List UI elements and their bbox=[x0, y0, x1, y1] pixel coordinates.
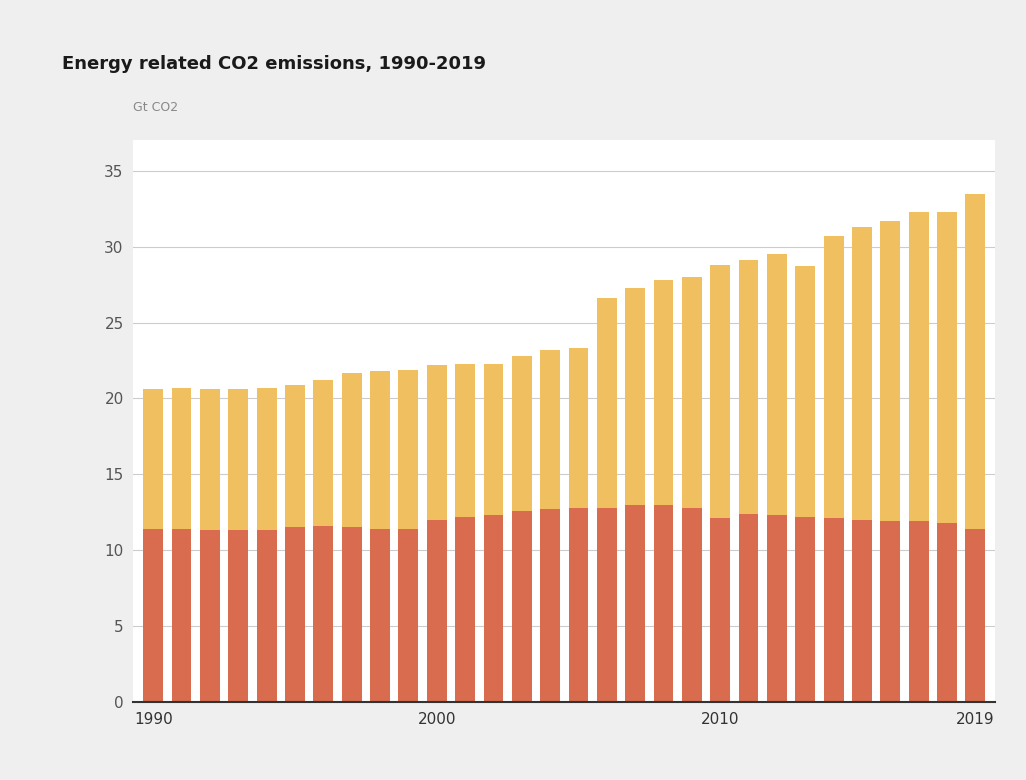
Bar bbox=[767, 516, 787, 702]
Text: Energy related CO2 emissions, 1990-2019: Energy related CO2 emissions, 1990-2019 bbox=[62, 55, 485, 73]
Bar bbox=[229, 389, 248, 530]
Bar bbox=[483, 516, 504, 702]
Bar bbox=[313, 526, 333, 702]
Bar bbox=[456, 517, 475, 702]
Text: Gt CO2: Gt CO2 bbox=[133, 101, 179, 115]
Bar bbox=[483, 363, 504, 516]
Bar bbox=[880, 521, 900, 702]
Bar bbox=[739, 514, 758, 702]
Bar bbox=[512, 356, 531, 511]
Bar bbox=[597, 508, 617, 702]
Bar bbox=[937, 523, 957, 702]
Bar bbox=[965, 529, 985, 702]
Bar bbox=[144, 389, 163, 529]
Bar bbox=[285, 527, 305, 702]
Bar bbox=[313, 380, 333, 526]
Bar bbox=[710, 519, 731, 702]
Bar bbox=[398, 529, 419, 702]
Bar bbox=[965, 193, 985, 529]
Bar bbox=[852, 519, 872, 702]
Bar bbox=[682, 508, 702, 702]
Bar bbox=[795, 267, 816, 517]
Bar bbox=[512, 511, 531, 702]
Bar bbox=[568, 349, 588, 508]
Bar bbox=[256, 530, 277, 702]
Bar bbox=[342, 527, 361, 702]
Bar bbox=[229, 530, 248, 702]
Bar bbox=[880, 221, 900, 521]
Bar bbox=[710, 265, 731, 519]
Bar bbox=[625, 288, 645, 505]
Bar bbox=[824, 519, 843, 702]
Bar bbox=[795, 517, 816, 702]
Bar bbox=[370, 529, 390, 702]
Bar bbox=[144, 529, 163, 702]
Bar bbox=[200, 530, 220, 702]
Bar bbox=[568, 508, 588, 702]
Bar bbox=[682, 277, 702, 508]
Bar bbox=[909, 211, 929, 521]
Bar bbox=[171, 388, 192, 529]
Bar bbox=[852, 227, 872, 519]
Bar bbox=[937, 211, 957, 523]
Bar bbox=[909, 521, 929, 702]
Bar bbox=[597, 298, 617, 508]
Bar bbox=[427, 519, 446, 702]
Bar bbox=[285, 385, 305, 527]
Bar bbox=[370, 371, 390, 529]
Bar bbox=[654, 280, 673, 505]
Bar bbox=[541, 350, 560, 509]
Bar bbox=[767, 254, 787, 516]
Bar bbox=[171, 529, 192, 702]
Bar bbox=[625, 505, 645, 702]
Bar bbox=[541, 509, 560, 702]
Bar bbox=[256, 388, 277, 530]
Bar bbox=[342, 373, 361, 527]
Bar bbox=[200, 389, 220, 530]
Bar bbox=[427, 365, 446, 519]
Bar bbox=[456, 363, 475, 517]
Bar bbox=[824, 236, 843, 519]
Bar bbox=[739, 261, 758, 514]
Bar bbox=[398, 370, 419, 529]
Bar bbox=[654, 505, 673, 702]
